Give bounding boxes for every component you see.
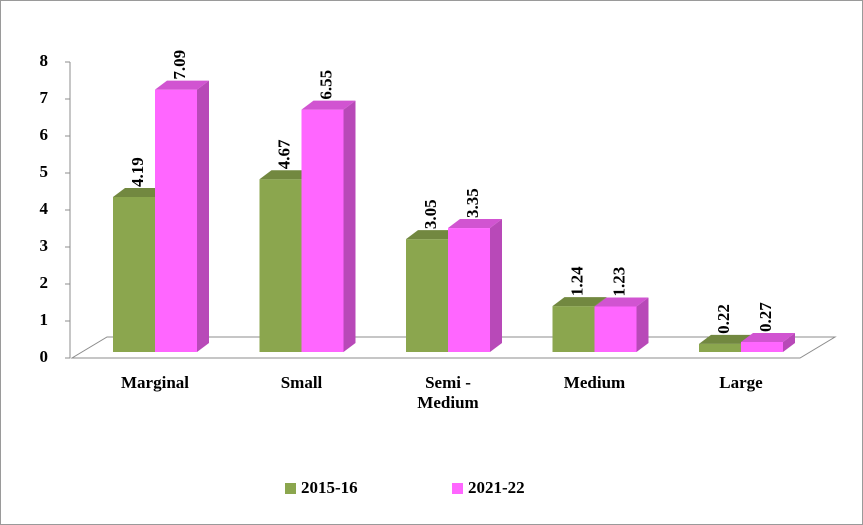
- bar-top: [406, 230, 460, 240]
- x-tick-label: Large: [719, 373, 763, 392]
- bar-top: [448, 219, 502, 229]
- x-tick-label: Semi - Medium: [417, 373, 479, 412]
- y-tick-label: 2: [40, 273, 49, 292]
- data-label: 0.27: [756, 302, 775, 332]
- legend-swatch: [285, 483, 296, 494]
- x-tick-label: Small: [280, 373, 323, 392]
- bar: [259, 179, 302, 352]
- bar-top: [699, 334, 753, 344]
- bar-side: [783, 333, 795, 352]
- bar-top: [741, 333, 795, 343]
- data-label: 1.23: [609, 267, 628, 297]
- bar: [406, 239, 448, 352]
- bar: [594, 306, 637, 352]
- data-label: 4.19: [128, 157, 147, 187]
- bar-side: [490, 219, 502, 352]
- data-label: 0.22: [714, 304, 733, 334]
- data-label: 6.55: [316, 70, 335, 100]
- bar-side: [636, 297, 649, 352]
- y-tick-label: 8: [40, 51, 49, 70]
- bar: [448, 228, 490, 352]
- bar: [155, 89, 197, 353]
- bar-top: [301, 100, 356, 110]
- bar: [741, 342, 783, 352]
- bar: [552, 306, 595, 352]
- legend-label: 2021-22: [468, 478, 525, 497]
- y-tick-label: 7: [40, 88, 49, 107]
- bar-top: [155, 80, 209, 90]
- data-label: 4.67: [274, 139, 293, 169]
- bar-top: [113, 187, 167, 197]
- data-label: 3.05: [421, 199, 440, 229]
- data-label: 3.35: [463, 188, 482, 218]
- y-tick-label: 6: [40, 125, 49, 144]
- y-tick-label: 3: [40, 236, 49, 255]
- x-tick-label: Marginal: [121, 373, 189, 392]
- bar: [699, 343, 741, 352]
- bar-top: [594, 297, 649, 307]
- x-tick-label: Medium: [563, 373, 626, 392]
- y-tick-label: 4: [40, 199, 49, 218]
- bar: [301, 109, 344, 353]
- y-tick-label: 1: [40, 310, 49, 329]
- bar: [113, 196, 155, 352]
- legend-label: 2015-16: [301, 478, 358, 497]
- data-label: 1.24: [567, 266, 586, 296]
- data-label: 7.09: [170, 50, 189, 80]
- bar-side: [197, 80, 209, 353]
- bar-side: [343, 100, 356, 353]
- bar-top: [259, 170, 314, 180]
- y-tick-label: 5: [40, 162, 49, 181]
- bar-top: [552, 297, 607, 307]
- y-tick-label: 0: [40, 347, 49, 366]
- legend-swatch: [452, 483, 463, 494]
